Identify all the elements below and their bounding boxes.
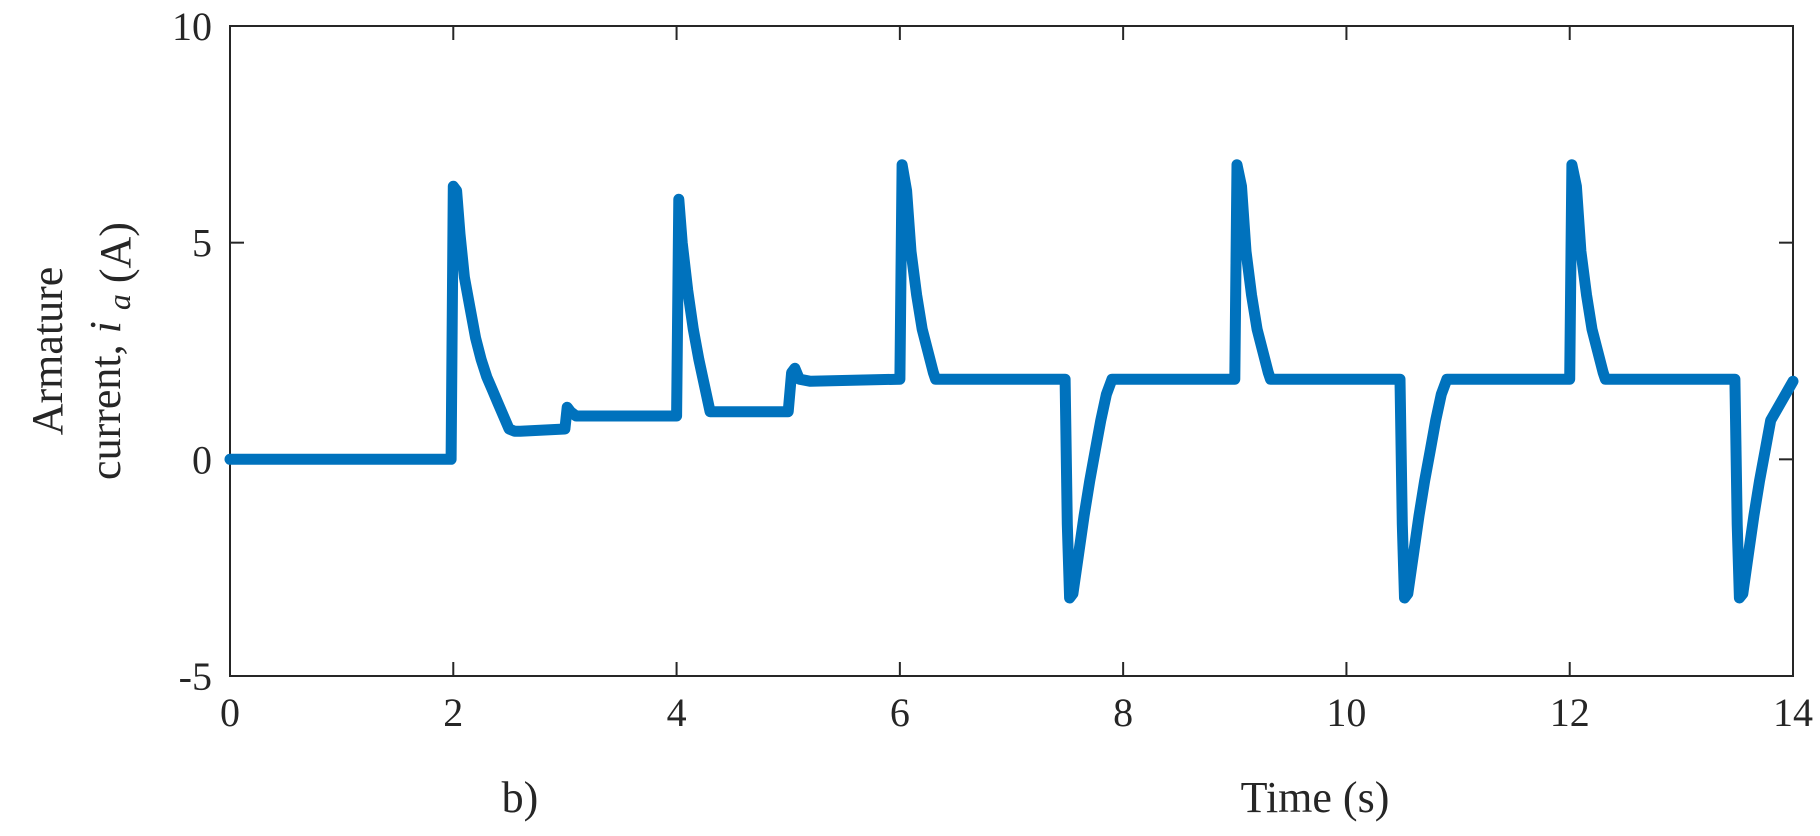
x-axis-title: Time (s) bbox=[1241, 773, 1390, 822]
x-tick-label: 6 bbox=[890, 690, 910, 735]
panel-label: b) bbox=[502, 773, 539, 822]
y-axis-title-unit: (A) bbox=[91, 222, 140, 283]
y-tick-label: 0 bbox=[192, 437, 212, 482]
y-axis-title-var: i bbox=[81, 321, 130, 333]
y-tick-label: 5 bbox=[192, 221, 212, 266]
y-axis-title-sub: a bbox=[101, 294, 137, 310]
x-tick-label: 10 bbox=[1326, 690, 1366, 735]
y-axis-title-line1: Armature bbox=[23, 267, 72, 436]
x-tick-label: 0 bbox=[220, 690, 240, 735]
y-axis-title-prefix: current, bbox=[81, 344, 130, 480]
x-tick-label: 8 bbox=[1113, 690, 1133, 735]
x-tick-label: 14 bbox=[1773, 690, 1813, 735]
series-line-armature-current bbox=[224, 159, 1799, 604]
x-tick-label: 2 bbox=[443, 690, 463, 735]
y-tick-label: -5 bbox=[179, 654, 212, 699]
x-tick-label: 12 bbox=[1550, 690, 1590, 735]
plot-frame bbox=[229, 25, 1794, 677]
y-axis-title-line2: current, i a (A) bbox=[81, 222, 140, 480]
y-axis-title: Armature current, i a (A) bbox=[23, 222, 140, 480]
x-tick-label: 4 bbox=[667, 690, 687, 735]
ticks bbox=[229, 25, 1794, 677]
y-tick-label: 10 bbox=[172, 4, 212, 49]
